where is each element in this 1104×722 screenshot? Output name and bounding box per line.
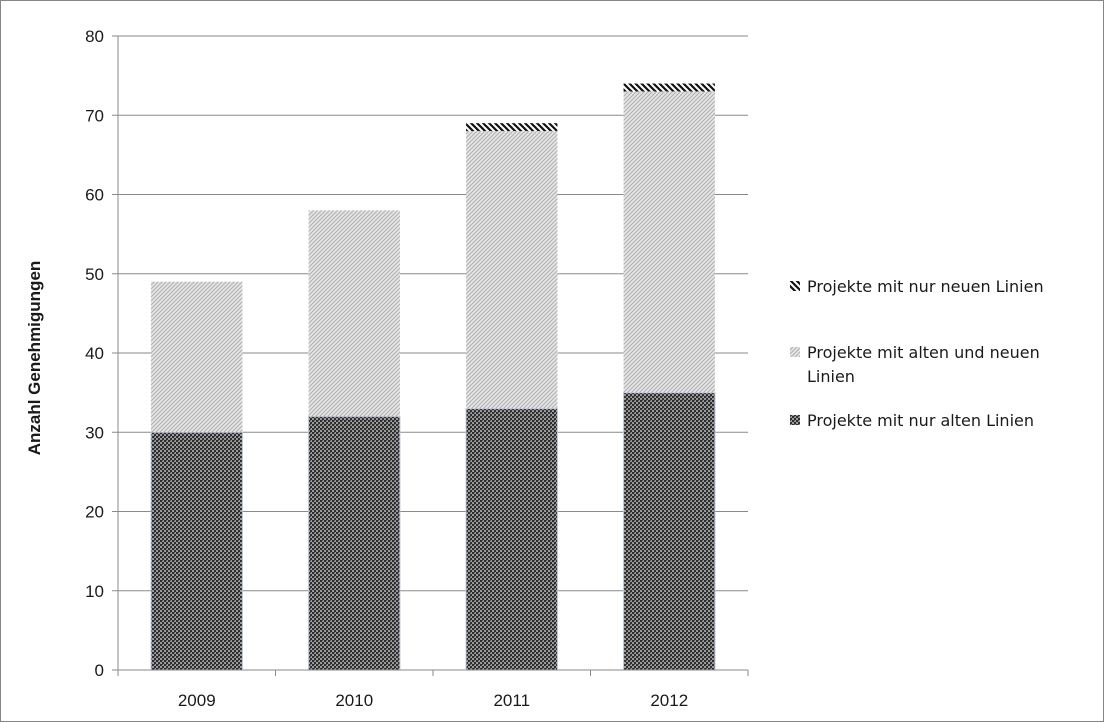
y-tick-label: 0 xyxy=(95,661,104,680)
bar-segment-1-2012 xyxy=(623,392,716,671)
bar-segment-2-2011 xyxy=(466,131,558,409)
y-tick-label: 50 xyxy=(85,265,104,284)
x-tick-label: 2012 xyxy=(650,691,688,710)
bar-segment-2-2012 xyxy=(623,91,715,393)
legend: Projekte mit nur neuen Linien Projekte mi… xyxy=(790,277,1044,430)
bars xyxy=(150,83,716,671)
bar-segment-3-2011 xyxy=(466,123,558,132)
legend-swatch xyxy=(790,415,800,425)
y-axis-title: Anzahl Genehmigungen xyxy=(25,261,44,456)
y-tick-label: 70 xyxy=(85,106,104,125)
bar-segment-1-2009 xyxy=(150,431,243,671)
legend-label: Projekte mit nur alten Linien xyxy=(807,411,1034,430)
x-tick-label: 2010 xyxy=(335,691,373,710)
legend-swatch xyxy=(790,281,800,291)
y-tick-label: 20 xyxy=(85,503,104,522)
bar-segment-2-2009 xyxy=(151,281,243,433)
y-tick-label: 80 xyxy=(85,27,104,46)
legend-label: Projekte mit nur neuen Linien xyxy=(807,277,1044,296)
bar-segment-3-2012 xyxy=(623,83,715,92)
y-tick-label: 10 xyxy=(85,582,104,601)
legend-swatch xyxy=(790,347,800,357)
bar-segment-1-2010 xyxy=(308,415,401,671)
y-tick-label: 60 xyxy=(85,186,104,205)
x-tick-label: 2009 xyxy=(178,691,216,710)
axes: 0 10 20 30 40 50 60 70 80 2009 2010 2011 2012 xyxy=(85,27,749,710)
bar-segment-2-2010 xyxy=(308,210,400,417)
y-tick-label: 40 xyxy=(85,344,104,363)
x-tick-label: 2011 xyxy=(493,691,530,710)
y-tick-label: 30 xyxy=(85,423,104,442)
legend-label: Projekte mit alten und neuen Linien xyxy=(807,343,1040,386)
bar-segment-1-2011 xyxy=(465,407,558,671)
